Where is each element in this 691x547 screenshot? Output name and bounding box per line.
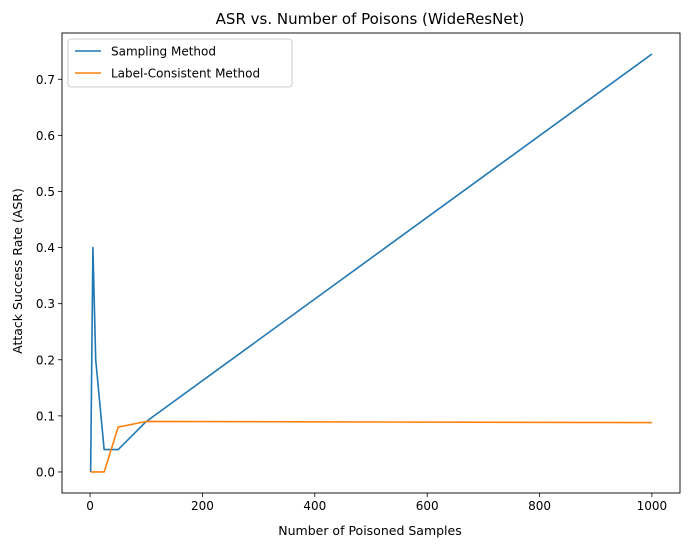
x-tick-label: 600 — [416, 499, 439, 513]
plot-area: 0 200 400 600 800 1000 0.0 0.1 0.2 0.3 0.4 0.5 0.6 0.… — [36, 32, 681, 513]
y-tick-label: 0.5 — [36, 185, 55, 199]
chart-title: ASR vs. Number of Poisons (WideResNet) — [216, 10, 525, 28]
x-tick-label: 1000 — [637, 499, 668, 513]
y-tick-label: 0.7 — [36, 73, 55, 87]
x-tick-label: 200 — [191, 499, 214, 513]
y-tick-label: 0.6 — [36, 129, 55, 143]
series-line-label-consistent-method — [90, 420, 652, 473]
x-tick-label: 800 — [528, 499, 551, 513]
y-tick-label: 0.3 — [36, 297, 55, 311]
y-tick-label: 0.2 — [36, 353, 55, 367]
series-line-sampling-method — [89, 53, 653, 472]
legend-label: Label-Consistent Method — [111, 67, 260, 81]
x-axis-label: Number of Poisoned Samples — [278, 523, 461, 538]
y-axis-label: Attack Success Rate (ASR) — [10, 188, 25, 354]
y-tick-label: 0.0 — [36, 465, 55, 479]
legend-label: Sampling Method — [111, 45, 216, 59]
y-tick-label: 0.1 — [36, 409, 55, 423]
y-tick-label: 0.4 — [36, 241, 55, 255]
axes-frame — [61, 32, 681, 494]
legend-box — [67, 38, 293, 88]
legend: Sampling Method Label-Consistent Method — [67, 38, 293, 88]
x-tick-label: 0 — [86, 499, 94, 513]
x-tick-label: 400 — [303, 499, 326, 513]
